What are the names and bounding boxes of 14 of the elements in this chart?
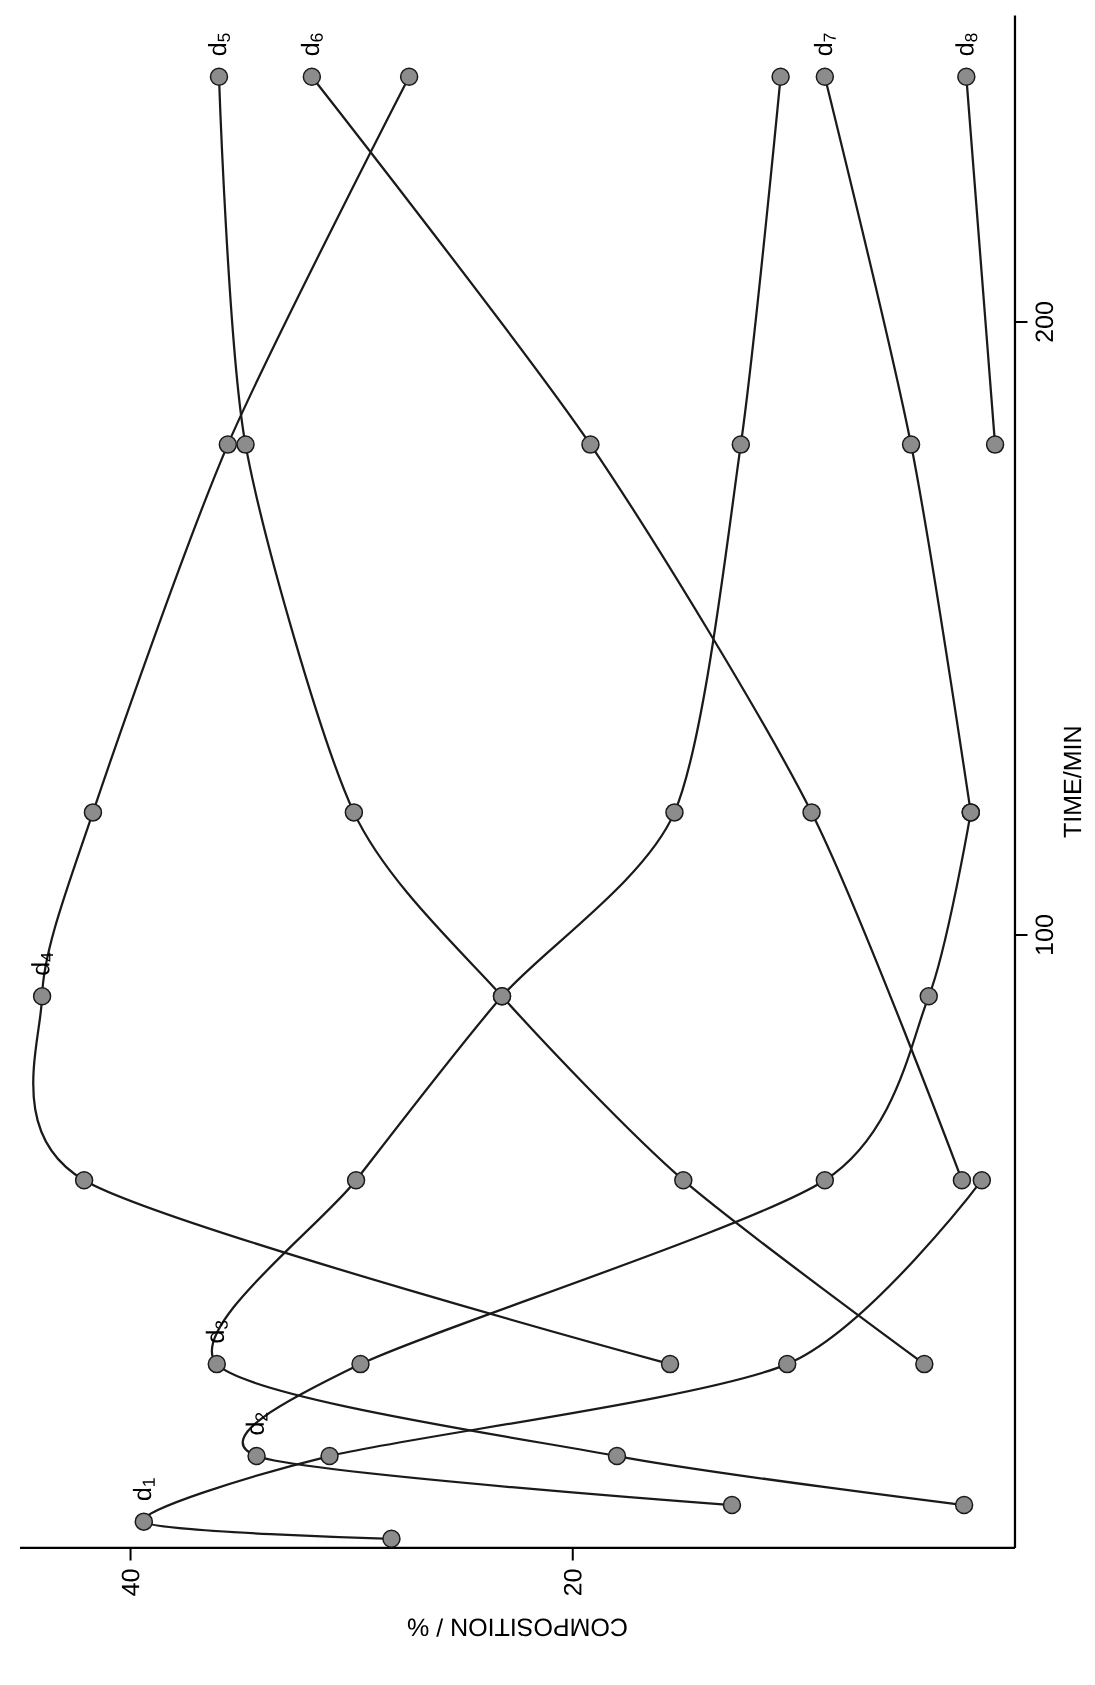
text: d$_{6}$ [300, 33, 323, 56]
x-tick-label: 20 [563, 1569, 582, 1596]
text: d$_{2}$ [245, 1412, 268, 1435]
text: d$_{4}$ [31, 952, 54, 975]
y-axis-title: TIME/MIN [1062, 727, 1082, 838]
y-tick-label: 200 [1035, 302, 1054, 342]
text: d$_{7}$ [813, 33, 836, 56]
x-axis-title: COMPOSITION / % [407, 1618, 627, 1637]
text: d$_{1}$ [132, 1478, 155, 1501]
text: d$_{3}$ [205, 1320, 228, 1343]
text: d$_{5}$ [207, 33, 230, 56]
text: d$_{8}$ [955, 33, 978, 56]
x-tick-label: 40 [121, 1569, 140, 1596]
y-tick-label: 100 [1035, 915, 1054, 954]
